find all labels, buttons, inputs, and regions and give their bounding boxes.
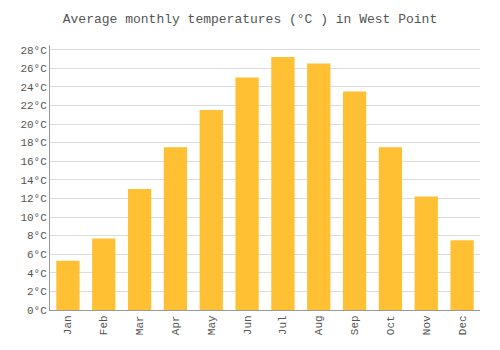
- svg-text:Dec: Dec: [457, 315, 469, 335]
- svg-text:Mar: Mar: [134, 315, 146, 335]
- svg-text:Nov: Nov: [421, 315, 433, 335]
- svg-text:Jun: Jun: [242, 315, 254, 335]
- svg-text:18°C: 18°C: [20, 137, 47, 149]
- svg-text:6°C: 6°C: [27, 249, 47, 261]
- svg-text:2°C: 2°C: [27, 286, 47, 298]
- svg-text:Oct: Oct: [385, 315, 397, 335]
- svg-text:14°C: 14°C: [20, 175, 47, 187]
- svg-text:Jul: Jul: [277, 315, 289, 335]
- svg-text:Average monthly temperatures (: Average monthly temperatures (°C ) in We…: [63, 12, 437, 27]
- svg-text:20°C: 20°C: [20, 119, 47, 131]
- svg-text:10°C: 10°C: [20, 212, 47, 224]
- svg-text:Jan: Jan: [62, 315, 74, 335]
- svg-text:Apr: Apr: [170, 315, 182, 335]
- svg-text:May: May: [206, 315, 218, 335]
- svg-text:22°C: 22°C: [20, 100, 47, 112]
- svg-text:Sep: Sep: [349, 315, 361, 335]
- svg-text:8°C: 8°C: [27, 230, 47, 242]
- svg-text:12°C: 12°C: [20, 193, 47, 205]
- svg-text:4°C: 4°C: [27, 268, 47, 280]
- svg-text:26°C: 26°C: [20, 63, 47, 75]
- svg-text:0°C: 0°C: [27, 305, 47, 317]
- svg-text:24°C: 24°C: [20, 82, 47, 94]
- svg-text:28°C: 28°C: [20, 45, 47, 57]
- svg-text:Feb: Feb: [98, 315, 110, 335]
- svg-text:Aug: Aug: [313, 315, 325, 335]
- svg-text:16°C: 16°C: [20, 156, 47, 168]
